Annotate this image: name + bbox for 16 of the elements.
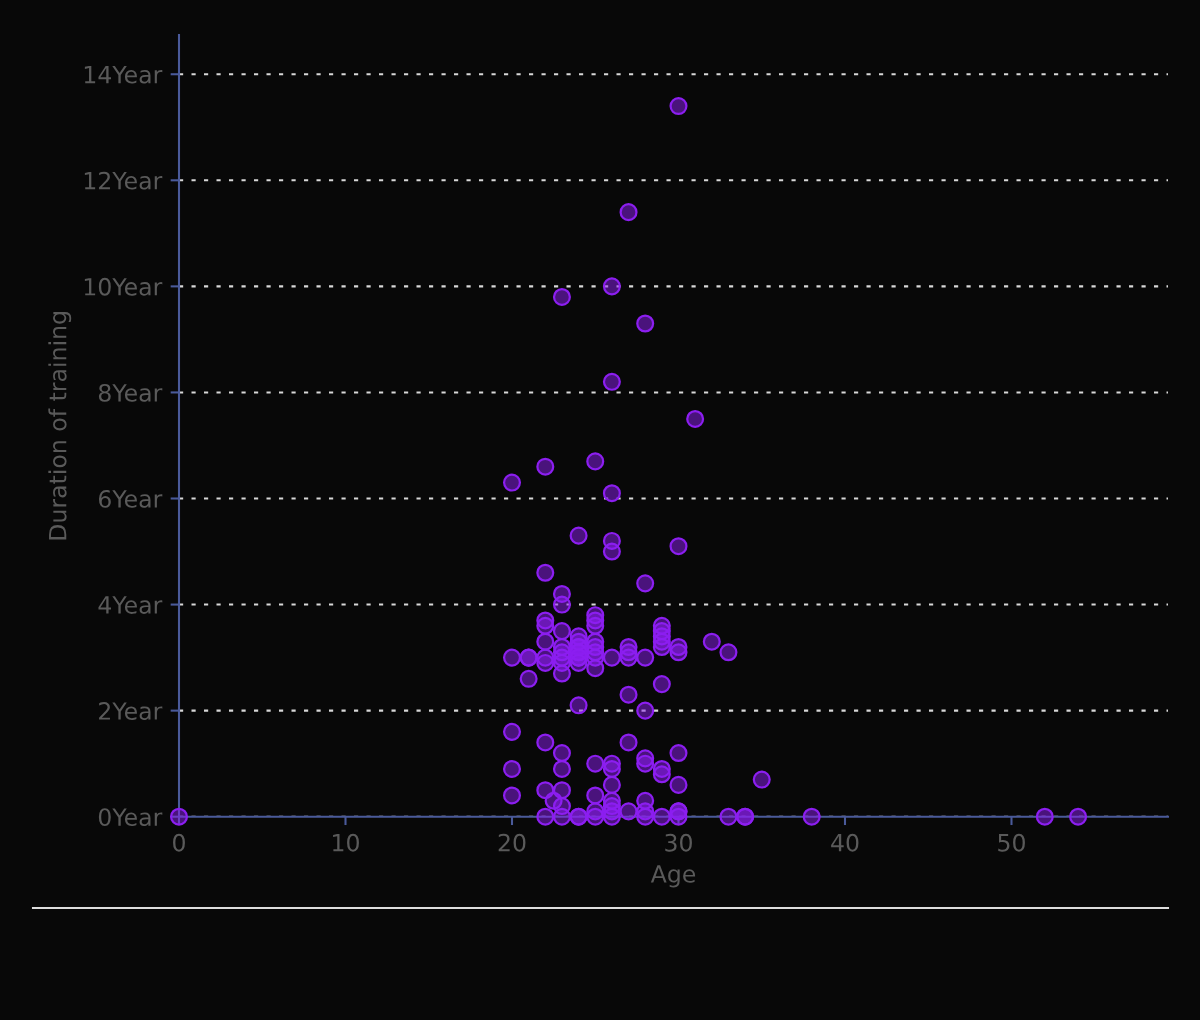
y-tick-label: 10Year <box>84 277 163 296</box>
x-tick-label: 20 <box>498 833 526 852</box>
y-tick-label: 8Year <box>98 383 163 402</box>
x-tick-label: 0 <box>173 833 185 852</box>
y-axis-title: Duration of training <box>48 312 72 540</box>
x-tick-label: 50 <box>998 833 1025 852</box>
x-tick-label: 40 <box>831 833 859 852</box>
y-tick-label: 2Year <box>99 702 163 720</box>
x-axis-title: Age <box>650 865 696 888</box>
x-tick-label: 30 <box>665 833 692 852</box>
y-tick-label: 6Year <box>98 489 163 508</box>
y-tick-label: 14Year <box>84 66 163 84</box>
y-tick-label: 0Year <box>98 808 163 827</box>
x-tick-label: 10 <box>333 833 359 852</box>
y-tick-label: 12Year <box>84 171 163 190</box>
y-tick-label: 4Year <box>98 596 163 614</box>
